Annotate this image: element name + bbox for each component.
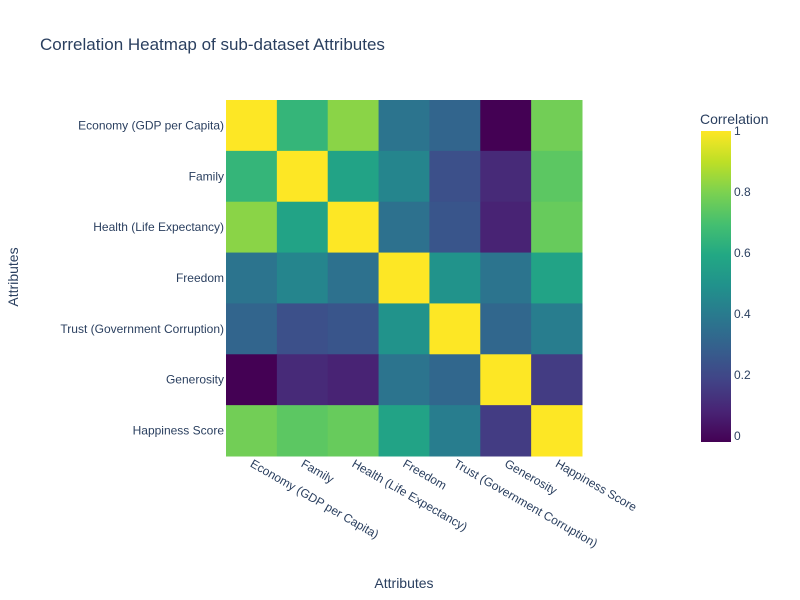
colorbar-title: Correlation xyxy=(700,111,768,127)
heatmap-cell xyxy=(327,150,380,203)
colorbar-tick-label: 0.2 xyxy=(734,368,751,382)
chart-title: Correlation Heatmap of sub-dataset Attri… xyxy=(40,35,385,54)
heatmap-cell xyxy=(226,303,278,355)
heatmap-cell xyxy=(378,354,430,406)
heatmap-cell xyxy=(226,405,278,457)
heatmap-cell xyxy=(531,405,583,457)
heatmap-cell xyxy=(531,354,583,406)
y-axis-label: Attributes xyxy=(5,247,21,306)
heatmap-cell xyxy=(480,303,532,355)
colorbar-tick-label: 0.8 xyxy=(734,185,751,199)
heatmap-cell xyxy=(480,354,532,406)
heatmap-cell xyxy=(226,201,278,254)
heatmap-cell xyxy=(378,405,430,457)
heatmap-cell xyxy=(480,150,532,203)
heatmap-cell xyxy=(327,405,380,457)
heatmap-cell xyxy=(276,354,329,406)
y-tick-label: Economy (GDP per Capita) xyxy=(78,118,224,132)
heatmap-cell xyxy=(429,303,481,355)
heatmap-cell xyxy=(378,100,430,152)
colorbar-tick-label: 0.6 xyxy=(734,246,751,260)
heatmap-cell xyxy=(429,252,481,304)
heatmap-cell xyxy=(327,303,380,355)
y-axis-tick-labels: Economy (GDP per Capita) Family Health (Li… xyxy=(60,118,224,437)
heatmap-cell xyxy=(327,252,380,304)
heatmap-cell xyxy=(480,252,532,304)
heatmap-cells xyxy=(226,100,583,457)
heatmap-cell xyxy=(276,100,329,152)
heatmap-cell xyxy=(429,150,481,203)
heatmap-cell xyxy=(531,150,583,203)
heatmap-cell xyxy=(480,201,532,254)
y-tick-label: Health (Life Expectancy) xyxy=(93,220,224,234)
heatmap-cell xyxy=(531,201,583,254)
x-axis-tick-labels: Economy (GDP per Capita)Family Health (Li… xyxy=(248,456,640,550)
heatmap-cell xyxy=(276,303,329,355)
heatmap-cell xyxy=(429,201,481,254)
y-tick-label: Family xyxy=(189,169,224,183)
heatmap-cell xyxy=(226,252,278,304)
heatmap-cell xyxy=(378,150,430,203)
y-tick-label: Happiness Score xyxy=(133,424,225,438)
heatmap-cell xyxy=(226,150,278,203)
heatmap-cell xyxy=(276,405,329,457)
y-tick-label: Trust (Government Corruption) xyxy=(60,322,224,336)
heatmap-cell xyxy=(429,100,481,152)
heatmap-cell xyxy=(531,303,583,355)
heatmap-cell xyxy=(531,100,583,152)
heatmap-cell xyxy=(327,100,380,152)
heatmap-cell xyxy=(276,150,329,203)
heatmap-cell xyxy=(480,405,532,457)
x-tick-label: Happiness Score xyxy=(553,456,639,514)
heatmap-cell xyxy=(378,201,430,254)
heatmap-cell xyxy=(327,201,380,254)
x-axis-label: Attributes xyxy=(374,575,433,591)
colorbar-tick-label: 1 xyxy=(734,124,741,138)
heatmap-cell xyxy=(276,252,329,304)
heatmap-cell xyxy=(378,252,430,304)
y-tick-label: Freedom xyxy=(176,271,224,285)
y-tick-label: Generosity xyxy=(166,373,224,387)
heatmap-cell xyxy=(429,354,481,406)
heatmap-cell xyxy=(327,354,380,406)
heatmap-cell xyxy=(480,100,532,152)
colorbar xyxy=(701,131,731,442)
heatmap-cell xyxy=(531,252,583,304)
heatmap-cell xyxy=(429,405,481,457)
heatmap-cell xyxy=(226,100,278,152)
x-tick-label: Family xyxy=(299,456,337,486)
heatmap-cell xyxy=(226,354,278,406)
colorbar-tick-label: 0 xyxy=(734,429,741,443)
colorbar-tick-label: 0.4 xyxy=(734,307,751,321)
heatmap-cell xyxy=(378,303,430,355)
heatmap-cell xyxy=(276,201,329,254)
colorbar-tick-labels: 0 0.2 0.4 0.6 0.8 1 xyxy=(734,124,751,443)
